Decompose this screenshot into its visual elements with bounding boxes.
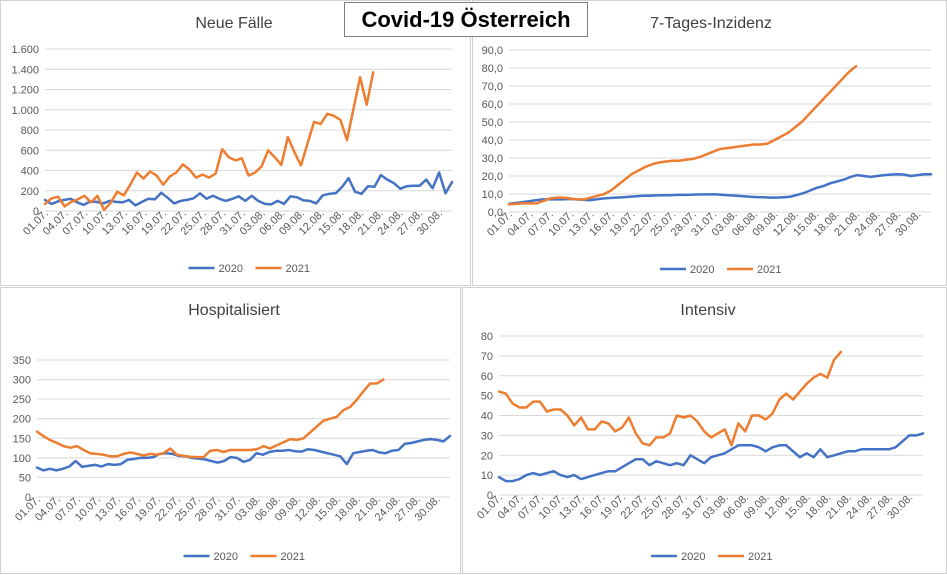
new-cases-legend-label-2021: 2021 bbox=[286, 263, 310, 275]
hospitalized-y-tick-label: 300 bbox=[13, 375, 31, 387]
icu-y-tick-label: 70 bbox=[481, 351, 493, 363]
hospitalized-legend-label-2020: 2020 bbox=[214, 551, 238, 563]
new-cases-y-tick-label: 0 bbox=[33, 206, 39, 218]
hospitalized-series-2021-line bbox=[35, 378, 385, 459]
page-title: Covid-19 Österreich bbox=[344, 2, 588, 37]
icu-y-tick-label: 20 bbox=[481, 450, 493, 462]
new-cases-series-2021-line bbox=[43, 71, 375, 212]
icu-y-tick-label: 0 bbox=[487, 490, 493, 502]
incidence-y-tick-label: 40,0 bbox=[482, 135, 503, 147]
new-cases-y-tick-label: 1.400 bbox=[11, 64, 39, 76]
new-cases-y-tick-label: 400 bbox=[21, 166, 39, 178]
icu-y-tick-label: 80 bbox=[481, 331, 493, 343]
hospitalized-chart: Hospitalisiert05010015020025030035001.07… bbox=[13, 302, 452, 563]
icu-y-tick-label: 40 bbox=[481, 411, 493, 423]
hospitalized-legend-label-2021: 2021 bbox=[281, 551, 305, 563]
incidence-y-tick-label: 30,0 bbox=[482, 153, 503, 165]
chart-panel-incidence: 7-Tages-Inzidenz 0,0 10,0 20,0 30,0 40,0 50,0 6… bbox=[472, 0, 947, 286]
hospitalized-y-tick-label: 150 bbox=[13, 433, 31, 445]
new-cases-y-tick-label: 600 bbox=[21, 145, 39, 157]
hospitalized-y-tick-label: 250 bbox=[13, 394, 31, 406]
incidence-y-tick-label: 20,0 bbox=[482, 171, 503, 183]
new-cases-chart: Neue Fälle 0 200 400 600 800 1.000 1.200 1.400 1.… bbox=[11, 15, 454, 275]
incidence-y-tick-label: 0,0 bbox=[488, 207, 503, 219]
new-cases-series-2020-line bbox=[43, 171, 454, 207]
hospitalized-series-2020-line bbox=[35, 434, 452, 472]
new-cases-y-tick-label: 1.600 bbox=[11, 44, 39, 56]
icu-chart: Intensiv0102030405060708001.07.04.07.07.… bbox=[475, 302, 925, 563]
incidence-title: 7-Tages-Inzidenz bbox=[650, 15, 772, 32]
chart-panel-hospitalized: Hospitalisiert 0 50 100 150 200 250 300 350 01.07… bbox=[0, 287, 461, 574]
new-cases-y-tick-label: 1.200 bbox=[11, 85, 39, 97]
icu-series-2021-line bbox=[497, 350, 843, 447]
incidence-y-tick-label: 90,0 bbox=[482, 45, 503, 57]
hospitalized-y-tick-label: 50 bbox=[19, 472, 31, 484]
icu-legend-label-2021: 2021 bbox=[748, 551, 772, 563]
icu-y-tick-label: 30 bbox=[481, 430, 493, 442]
hospitalized-y-tick-label: 200 bbox=[13, 414, 31, 426]
new-cases-title: Neue Fälle bbox=[195, 15, 272, 32]
incidence-series-2021-line bbox=[507, 64, 858, 206]
hospitalized-y-tick-label: 0 bbox=[25, 492, 31, 504]
incidence-chart: 7-Tages-Inzidenz 0,0 10,0 20,0 30,0 40,0 50,0 6… bbox=[482, 15, 933, 276]
incidence-y-tick-label: 10,0 bbox=[482, 189, 503, 201]
icu-title: Intensiv bbox=[680, 302, 735, 319]
incidence-legend-label-2020: 2020 bbox=[690, 264, 714, 276]
icu-series-2020-line bbox=[497, 432, 925, 483]
icu-y-tick-label: 60 bbox=[481, 371, 493, 383]
incidence-y-tick-label: 50,0 bbox=[482, 117, 503, 129]
new-cases-y-tick-label: 200 bbox=[21, 186, 39, 198]
icu-y-tick-label: 50 bbox=[481, 391, 493, 403]
hospitalized-title: Hospitalisiert bbox=[188, 302, 280, 319]
incidence-y-tick-label: 60,0 bbox=[482, 99, 503, 111]
hospitalized-y-tick-label: 100 bbox=[13, 453, 31, 465]
chart-panel-new-cases: Neue Fälle 0 200 400 600 800 1.000 1.200 1.400 1.… bbox=[0, 0, 471, 286]
chart-panel-icu: Intensiv 0 10 20 30 40 50 60 70 80 01.07. 04.07. 07.… bbox=[462, 287, 947, 574]
incidence-y-tick-label: 70,0 bbox=[482, 81, 503, 93]
incidence-y-tick-label: 80,0 bbox=[482, 63, 503, 75]
new-cases-y-tick-label: 1.000 bbox=[11, 105, 39, 117]
hospitalized-y-tick-label: 350 bbox=[13, 355, 31, 367]
icu-legend-label-2020: 2020 bbox=[681, 551, 705, 563]
icu-y-tick-label: 10 bbox=[481, 470, 493, 482]
new-cases-y-tick-label: 800 bbox=[21, 125, 39, 137]
incidence-legend-label-2021: 2021 bbox=[757, 264, 781, 276]
new-cases-legend-label-2020: 2020 bbox=[219, 263, 243, 275]
